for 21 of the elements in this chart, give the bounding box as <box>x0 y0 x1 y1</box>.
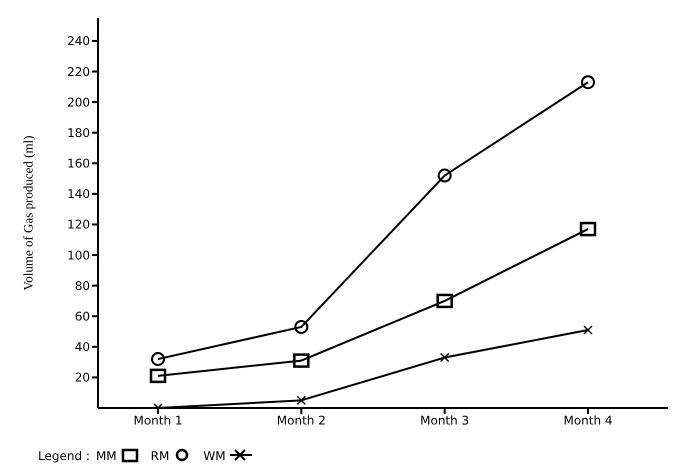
y-tick-label: 100 <box>67 248 90 262</box>
y-tick-label: 60 <box>74 309 90 324</box>
y-tick-label: 220 <box>67 64 90 79</box>
x-tick-label: Month 1 <box>133 414 183 428</box>
legend-label: RM <box>150 448 170 462</box>
y-tick-label: 120 <box>67 218 90 232</box>
x-tick-label: Month 3 <box>420 414 470 428</box>
y-axis-title: Volume of Gas produced (ml) <box>20 135 36 291</box>
legend-title: Legend : <box>38 448 90 462</box>
y-tick-label: 20 <box>74 370 90 385</box>
y-tick-label: 200 <box>67 95 90 110</box>
legend-label: WM <box>203 448 226 462</box>
y-tick-label: 40 <box>74 340 90 354</box>
x-tick-label: Month 4 <box>563 414 613 428</box>
y-tick-label: 80 <box>74 278 90 293</box>
y-tick-label: 140 <box>67 187 90 202</box>
y-tick-label: 160 <box>67 156 90 171</box>
x-tick-label: Month 2 <box>276 414 326 428</box>
legend-label: MM <box>96 448 117 462</box>
y-tick-label: 240 <box>67 34 90 48</box>
y-tick-label: 180 <box>67 126 90 140</box>
